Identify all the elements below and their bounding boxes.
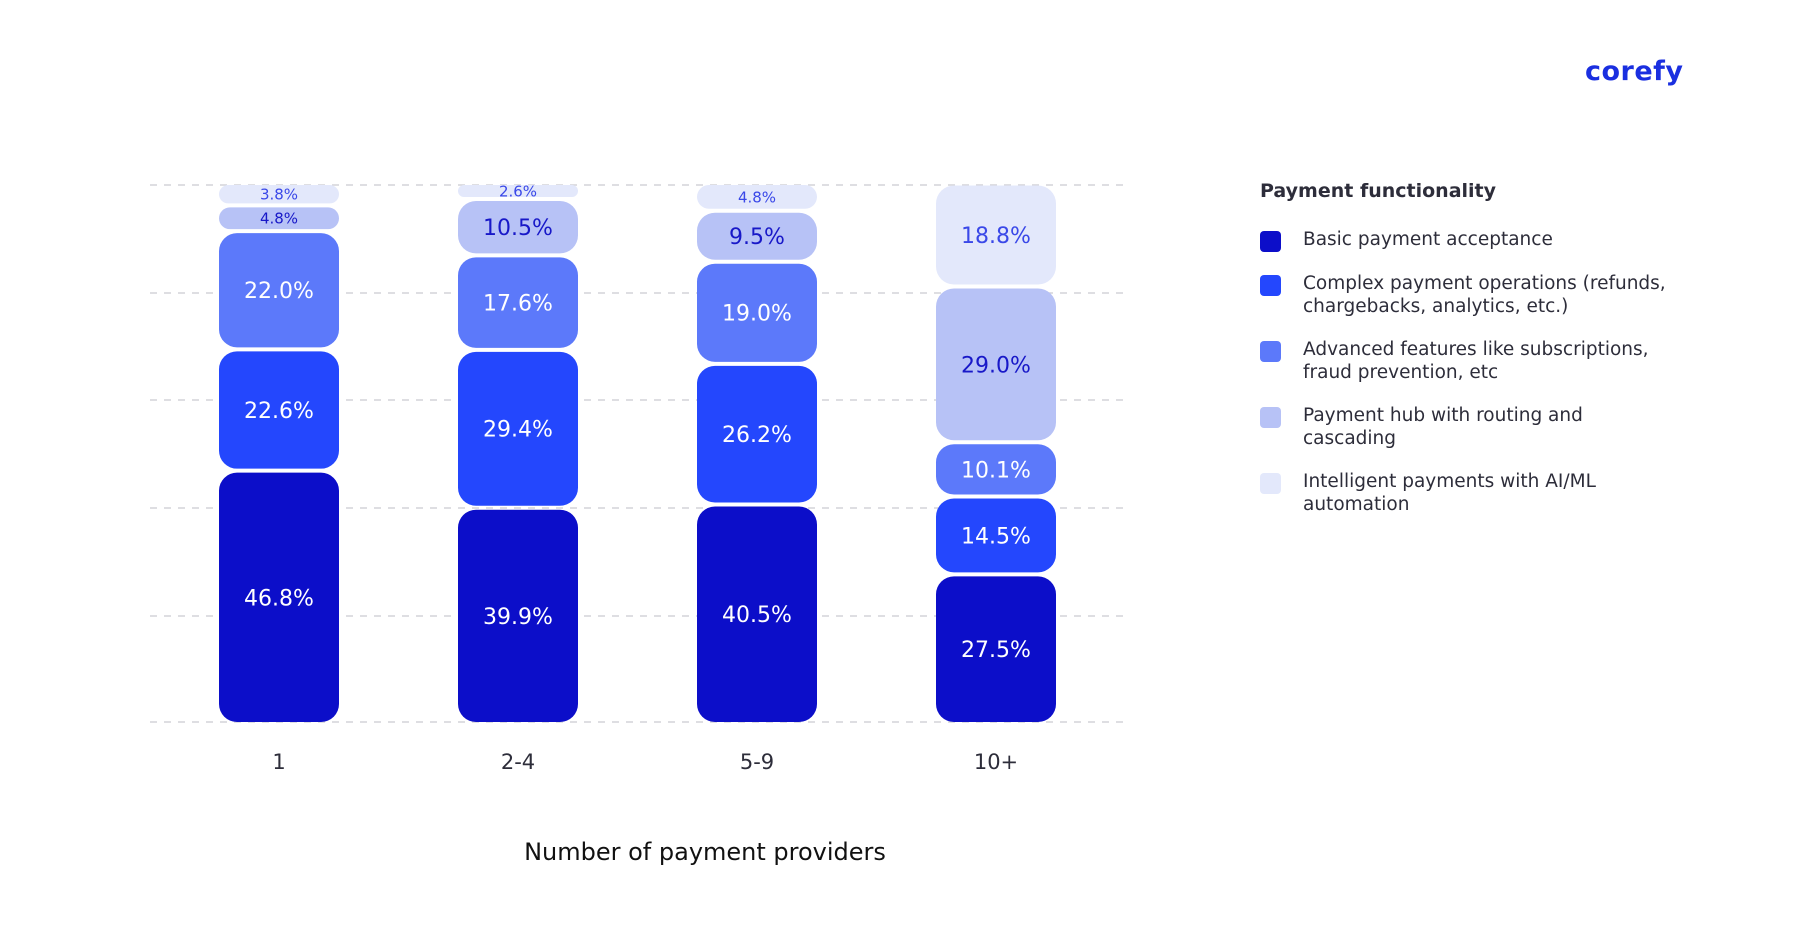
legend-swatch <box>1260 407 1281 428</box>
x-tick-label: 5-9 <box>740 750 774 774</box>
bar-segment <box>697 365 817 503</box>
data-label: 3.8% <box>260 186 298 204</box>
bar-segment <box>936 498 1056 573</box>
data-label: 29.4% <box>483 418 553 443</box>
bar-segment <box>219 472 339 722</box>
bar-segment <box>458 200 578 254</box>
bar-segment <box>936 576 1056 722</box>
legend-item-hub: Payment hub with routing and cascading <box>1260 404 1680 450</box>
data-label: 4.8% <box>260 210 298 228</box>
data-label: 27.5% <box>961 638 1031 663</box>
data-label: 22.6% <box>244 399 314 424</box>
x-tick-label: 10+ <box>974 750 1018 774</box>
data-label: 39.9% <box>483 605 553 630</box>
bar-segment <box>458 509 578 722</box>
data-label: 40.5% <box>722 603 792 628</box>
legend-swatch <box>1260 275 1281 296</box>
legend-item-complex: Complex payment operations (refunds, cha… <box>1260 272 1680 318</box>
bar-segment <box>936 185 1056 285</box>
data-label: 9.5% <box>729 225 785 250</box>
bar-segment <box>458 257 578 348</box>
data-label: 19.0% <box>722 302 792 327</box>
data-label: 10.5% <box>483 216 553 241</box>
legend-swatch <box>1260 231 1281 252</box>
bar-segment <box>219 233 339 348</box>
bar-segment <box>219 185 339 204</box>
legend-label: Intelligent payments with AI/ML automati… <box>1303 471 1596 515</box>
x-tick-labels: 1 2-4 5-9 10+ <box>272 750 1018 774</box>
legend-item-intelligent: Intelligent payments with AI/ML automati… <box>1260 470 1680 516</box>
x-tick-label: 2-4 <box>501 750 535 774</box>
brand-logo: corefy <box>1585 56 1684 87</box>
bar-segment <box>697 212 817 260</box>
bar-segment <box>219 351 339 469</box>
bar-segment <box>697 185 817 209</box>
data-label: 26.2% <box>722 423 792 448</box>
bar-segment <box>219 207 339 230</box>
legend-label: Advanced features like subscriptions, fr… <box>1303 339 1649 383</box>
data-label: 4.8% <box>738 188 776 206</box>
x-tick-label: 1 <box>272 750 285 774</box>
data-label: 29.0% <box>961 353 1031 378</box>
data-label: 18.8% <box>961 224 1031 249</box>
legend-swatch <box>1260 341 1281 362</box>
bar-segment <box>458 185 578 197</box>
bar-segment <box>458 351 578 506</box>
data-label: 17.6% <box>483 292 553 317</box>
legend: Payment functionality Basic payment acce… <box>1260 180 1680 536</box>
bar-segment <box>936 288 1056 441</box>
legend-title: Payment functionality <box>1260 180 1497 202</box>
data-label: 14.5% <box>961 524 1031 549</box>
bar-segment <box>697 263 817 362</box>
data-label: 2.6% <box>499 182 537 200</box>
x-axis-label: Number of payment providers <box>524 838 886 866</box>
legend-swatch <box>1260 473 1281 494</box>
data-label: 10.1% <box>961 458 1031 483</box>
legend-label: Complex payment operations (refunds, cha… <box>1303 273 1666 317</box>
bar-segment <box>697 506 817 722</box>
legend-item-advanced: Advanced features like subscriptions, fr… <box>1260 338 1680 384</box>
data-label: 22.0% <box>244 279 314 304</box>
bar-segment <box>936 444 1056 495</box>
data-label: 46.8% <box>244 586 314 611</box>
legend-label: Payment hub with routing and cascading <box>1303 405 1583 449</box>
legend-label: Basic payment acceptance <box>1303 229 1553 250</box>
bars: 46.8% 22.6% 22.0% 4.8% 3.8% 39.9% 29.4% 17.6% 10… <box>219 182 1056 722</box>
legend-item-basic: Basic payment acceptance <box>1260 228 1680 252</box>
